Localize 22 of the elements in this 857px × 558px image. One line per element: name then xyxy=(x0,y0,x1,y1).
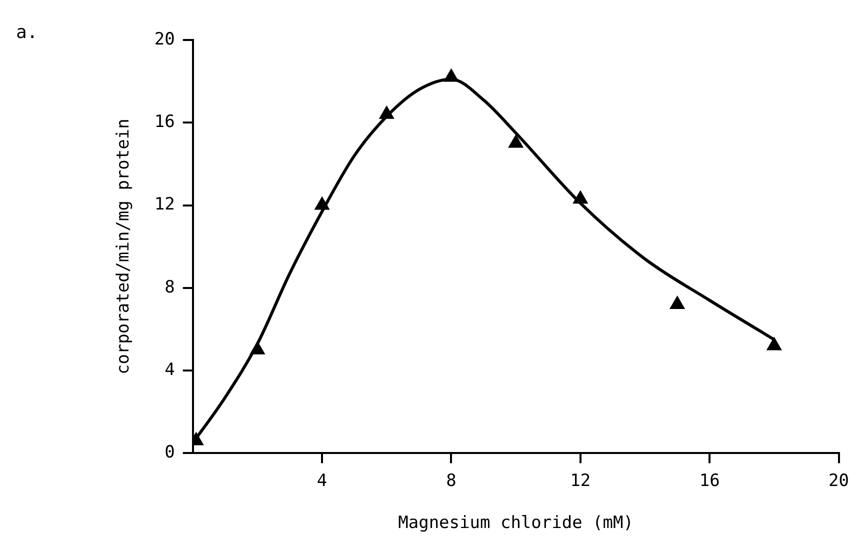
y-tick-label: 0 xyxy=(164,442,175,463)
x-axis-title: Magnesium chloride (mM) xyxy=(398,513,634,534)
point xyxy=(250,341,265,354)
point xyxy=(572,190,588,204)
y-tick-label: 20 xyxy=(154,29,175,50)
y-tick-label: 4 xyxy=(164,360,175,380)
x-tick-label: 4 xyxy=(316,470,328,491)
y-tick-label: 8 xyxy=(164,277,175,298)
y-tick-label: 16 xyxy=(154,112,175,132)
point xyxy=(670,296,685,309)
x-tick-label: 20 xyxy=(828,470,850,491)
x-tick-label: 8 xyxy=(446,470,456,491)
point xyxy=(314,196,330,210)
point xyxy=(766,337,782,350)
y-axis-title: corporated/min/mg protein xyxy=(114,118,134,375)
point xyxy=(444,68,459,82)
x-tick-label: 16 xyxy=(699,470,720,491)
point xyxy=(379,106,394,119)
text: a. xyxy=(16,22,38,43)
y-tick-label: 12 xyxy=(154,194,175,215)
point xyxy=(508,134,524,148)
x-tick-label: 12 xyxy=(570,470,591,491)
